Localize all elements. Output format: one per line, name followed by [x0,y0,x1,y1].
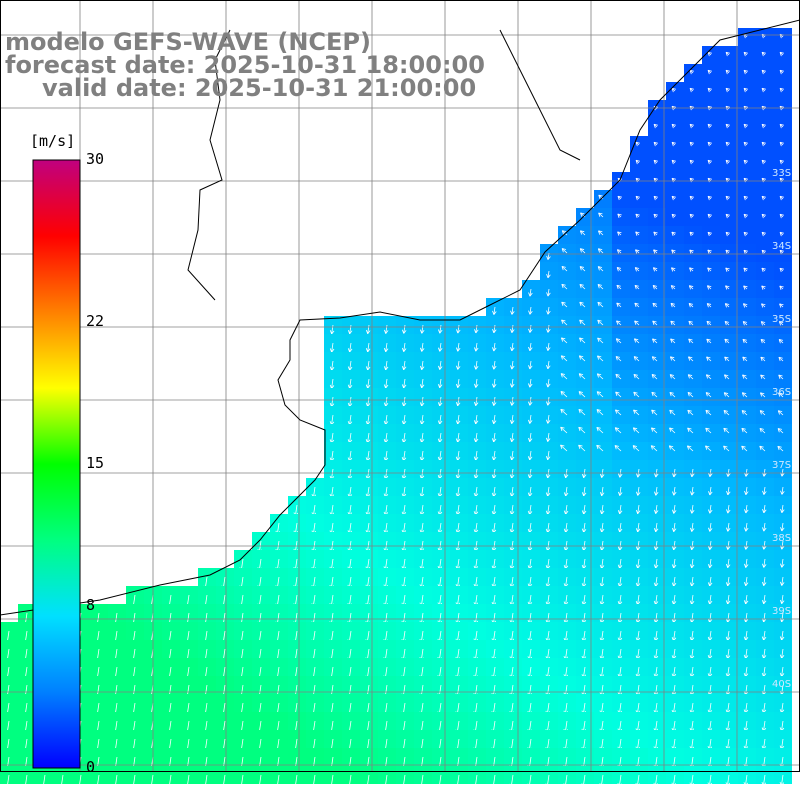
colorbar-unit: [m/s] [30,132,76,150]
latitude-label: 37S [772,460,792,471]
colorbar-tick-label: 8 [86,595,96,614]
latitude-label: 40S [772,679,792,690]
latitude-label: 34S [772,241,792,252]
colorbar [32,159,81,769]
title-forecast-date: forecast date: 2025-10-31 18:00:00 [5,51,485,79]
latitude-label: 35S [772,314,792,325]
wind-speed-field [0,28,792,790]
colorbar-tick-label: 15 [86,454,105,472]
colorbar-tick-label: 30 [86,150,105,168]
latitude-label: 38S [772,533,792,544]
river-border [187,29,581,301]
colorbar-tick-label: 22 [86,312,105,331]
colorbar-tick-label: 0 [86,758,96,776]
latitude-label: 33S [772,168,792,179]
latitude-label: 39S [772,606,792,617]
coastline [0,19,800,616]
graticule [0,0,800,772]
title-model: modelo GEFS-WAVE (NCEP) [5,28,371,56]
title-valid-date: valid date: 2025-10-31 21:00:00 [42,74,477,102]
latitude-label: 36S [772,387,792,398]
